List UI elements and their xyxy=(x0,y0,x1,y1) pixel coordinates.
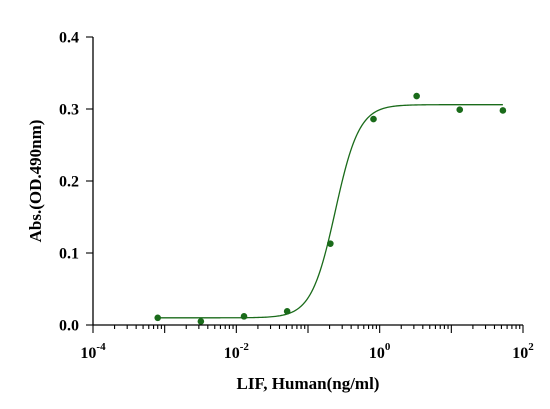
x-tick-base: 10 xyxy=(512,345,528,362)
y-tick-label: 0.2 xyxy=(59,174,79,191)
x-tick-exponent: -2 xyxy=(240,341,250,353)
data-point xyxy=(240,313,248,320)
x-tick-base: 10 xyxy=(369,345,385,362)
plot-area xyxy=(154,92,507,325)
data-point xyxy=(413,92,420,100)
y-axis-ticks: 0.0 0.1 0.2 0.3 0.4 xyxy=(59,30,93,335)
y-tick-label: 0.3 xyxy=(59,102,79,119)
x-tick-exponent: 2 xyxy=(528,341,534,353)
y-tick-label: 0.4 xyxy=(59,30,79,47)
x-tick-label: 10-2 xyxy=(224,341,250,362)
data-point xyxy=(499,107,507,114)
data-point xyxy=(197,318,205,325)
x-tick-label: 102 xyxy=(512,341,534,362)
fit-curve xyxy=(157,104,503,319)
x-tick-label: 100 xyxy=(369,341,391,362)
y-tick-label: 0.1 xyxy=(59,246,79,263)
data-point xyxy=(154,314,162,322)
data-point xyxy=(283,308,291,315)
y-axis-title: Abs.(OD.490nm) xyxy=(26,120,45,243)
data-point xyxy=(370,115,377,123)
data-point xyxy=(456,106,464,114)
x-tick-base: 10 xyxy=(80,345,96,362)
x-axis-ticks: 10-4 10-2 100 102 xyxy=(80,325,534,362)
x-tick-exponent: 0 xyxy=(385,341,391,353)
x-tick-label: 10-4 xyxy=(80,341,106,362)
x-axis-title: LIF, Human(ng/ml) xyxy=(237,374,380,393)
x-tick-base: 10 xyxy=(224,345,240,362)
data-point xyxy=(327,240,334,247)
y-tick-label: 0.0 xyxy=(59,318,79,335)
x-tick-exponent: -4 xyxy=(96,341,106,353)
